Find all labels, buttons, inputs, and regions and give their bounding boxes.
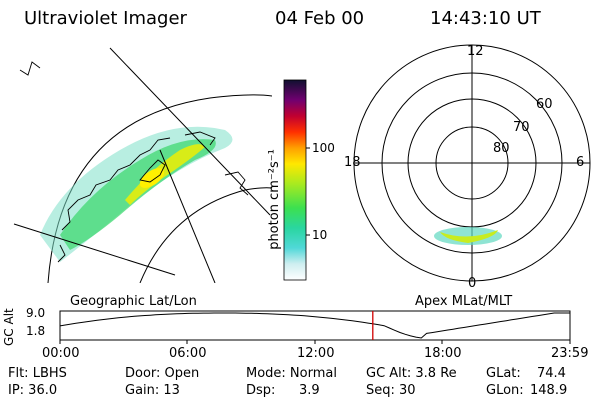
polar-grid <box>353 44 591 282</box>
coastline-1 <box>61 137 171 231</box>
timeline-xtick-0000: 00:00 <box>42 346 80 361</box>
timeline-xtick-1200: 12:00 <box>297 346 335 361</box>
altitude-curve <box>59 312 570 339</box>
timeline-frame <box>59 310 571 341</box>
coastline-4 <box>19 61 41 76</box>
seq-value: Seq: 30 <box>366 383 416 398</box>
aurora-core <box>125 144 205 205</box>
instrument-title: Ultraviolet Imager <box>24 8 187 29</box>
door-status: Door: Open <box>125 366 200 381</box>
observation-date: 04 Feb 00 <box>275 8 365 29</box>
coastline-island <box>139 159 166 183</box>
colorbar-label-10: 10 <box>312 228 328 242</box>
ip-value: IP: 36.0 <box>8 383 58 398</box>
filter-value: Flt: LBHS <box>8 366 67 381</box>
left-panel-label: Geographic Lat/Lon <box>70 294 197 309</box>
right-panel-label: Apex MLat/MLT <box>415 294 513 309</box>
aurora-peak <box>139 168 165 188</box>
mlat-label-80: 80 <box>493 141 510 156</box>
mlt-label-0: 0 <box>468 276 477 291</box>
gc-alt-value: GC Alt: 3.8 Re <box>366 366 457 381</box>
polar-aurora-outer <box>434 227 502 245</box>
colorbar <box>283 79 307 281</box>
mlt-label-6: 6 <box>576 155 585 170</box>
glat-label: GLat: <box>486 366 521 381</box>
timeline-ytick-low: 1.8 <box>26 324 46 338</box>
dsp-value: 3.9 <box>299 383 320 398</box>
coastline-5 <box>57 244 66 263</box>
latitude-circle <box>139 187 272 283</box>
altitude-timeline <box>59 310 571 344</box>
timeline-ylabel: GC Alt <box>2 308 16 346</box>
mlt-label-18: 18 <box>344 155 361 170</box>
glon-value: 148.9 <box>530 383 568 398</box>
geographic-map <box>13 47 272 283</box>
mlt-label-12: 12 <box>467 44 484 59</box>
dsp-label: Dsp: <box>246 383 276 398</box>
timeline-ytick-high: 9.0 <box>26 306 46 320</box>
gain-value: Gain: 13 <box>125 383 180 398</box>
colorbar-unit-label: photon cm⁻²s⁻¹ <box>266 149 282 250</box>
mode-value: Mode: Normal <box>246 366 337 381</box>
glon-label: GLon: <box>486 383 524 398</box>
meridian-line-1 <box>109 47 271 216</box>
timeline-xtick-2359: 23:59 <box>551 346 589 361</box>
meridian-line-3 <box>159 149 216 283</box>
mlat-label-60: 60 <box>536 97 553 112</box>
polar-aurora-core <box>440 230 498 243</box>
coastline-3 <box>224 171 249 196</box>
glat-value: 74.4 <box>537 366 566 381</box>
observation-time: 14:43:10 UT <box>430 8 541 29</box>
timeline-xtick-0600: 06:00 <box>169 346 207 361</box>
colorbar-label-100: 100 <box>312 141 335 155</box>
mlat-label-70: 70 <box>513 120 530 135</box>
timeline-xtick-1800: 18:00 <box>424 346 462 361</box>
